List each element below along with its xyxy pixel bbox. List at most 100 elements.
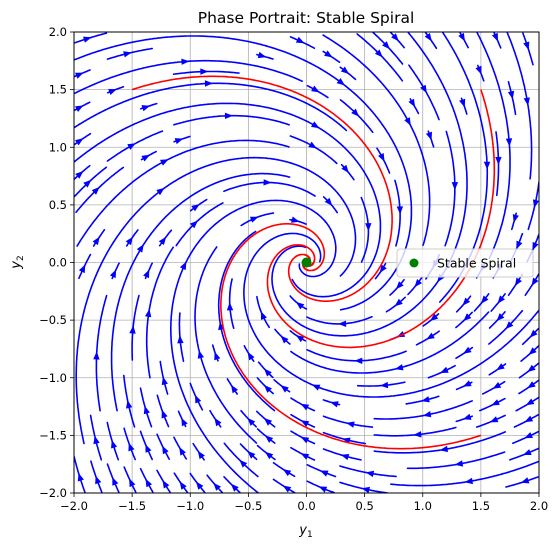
streamline-arrow xyxy=(338,320,347,327)
streamline-arrow xyxy=(365,223,372,232)
streamline xyxy=(106,130,164,162)
y-tick-label: −0.5 xyxy=(39,313,67,327)
streamline xyxy=(75,166,125,214)
streamline-arrow xyxy=(514,277,522,286)
streamline-arrow xyxy=(129,478,136,488)
streamline-arrow xyxy=(145,308,152,318)
streamline xyxy=(240,212,275,227)
streamline-arrow xyxy=(523,449,532,455)
streamline-arrow xyxy=(462,413,472,420)
streamline-arrow xyxy=(394,364,404,371)
streamline-arrow xyxy=(422,411,432,418)
streamline-arrow xyxy=(174,138,184,145)
streamline-arrow xyxy=(158,236,167,245)
streamline-arrow xyxy=(340,454,350,461)
streamline xyxy=(74,166,108,198)
streamline-arrow xyxy=(454,460,464,467)
streamline-arrow xyxy=(91,186,100,195)
streamline-arrow xyxy=(516,240,523,250)
streamline-arrow xyxy=(191,204,200,212)
streamline-arrow xyxy=(491,32,498,42)
streamline xyxy=(339,481,389,493)
legend: Stable Spiral xyxy=(396,248,534,278)
streamline-arrow xyxy=(162,480,170,489)
x-tick-label: 0.5 xyxy=(355,499,373,513)
streamline-arrow xyxy=(93,351,100,360)
streamline-arrow xyxy=(257,51,267,59)
streamline-arrow xyxy=(440,366,449,373)
streamline-arrow xyxy=(324,197,333,206)
streamline-arrow xyxy=(300,453,310,460)
y-tick-label: 1.0 xyxy=(49,140,67,154)
streamline-arrow xyxy=(311,384,321,391)
streamline-arrow xyxy=(109,269,117,279)
streamline-arrow xyxy=(145,444,152,453)
streamline-arrow xyxy=(505,138,513,147)
streamline-arrow xyxy=(145,478,152,488)
streamline-arrow xyxy=(523,41,530,51)
equilibrium-point xyxy=(301,257,312,268)
streamline-arrow xyxy=(75,105,84,112)
streamline-arrow xyxy=(408,98,416,108)
streamline-arrow xyxy=(491,399,500,406)
streamline-arrow xyxy=(265,451,274,460)
streamline xyxy=(322,34,431,246)
streamline xyxy=(223,442,259,478)
streamline-arrow xyxy=(379,264,387,273)
streamline-arrow xyxy=(291,216,300,223)
streamline-arrow xyxy=(247,417,256,426)
streamlines xyxy=(74,32,539,493)
streamline-arrow xyxy=(239,459,248,468)
streamline-arrow xyxy=(280,335,289,344)
streamline-arrow xyxy=(463,346,472,354)
x-tick-label: −1.0 xyxy=(176,499,204,513)
streamline-arrow xyxy=(523,97,530,106)
streamline-arrow xyxy=(382,41,390,50)
streamline-arrow xyxy=(75,138,84,146)
streamline-arrow xyxy=(361,486,370,493)
streamline-arrow xyxy=(247,351,255,361)
streamline xyxy=(289,295,308,310)
streamline-arrow xyxy=(495,156,502,165)
streamline-arrow xyxy=(300,420,310,427)
streamline xyxy=(373,400,473,420)
legend-marker xyxy=(409,258,419,268)
streamline-arrow xyxy=(143,269,150,279)
streamline-arrow xyxy=(161,376,168,386)
streamline-arrow xyxy=(179,447,186,456)
streamline-arrow xyxy=(413,431,422,438)
streamline-arrow xyxy=(330,401,339,408)
streamline-arrow xyxy=(93,435,100,445)
streamline-arrow xyxy=(129,325,136,334)
streamline-arrow xyxy=(108,89,117,95)
equilibrium-layer xyxy=(301,257,312,268)
streamline-arrow xyxy=(365,470,375,478)
streamline-arrow xyxy=(213,482,221,491)
streamline-arrow xyxy=(483,161,491,170)
streamline-arrow xyxy=(464,477,473,485)
streamline xyxy=(488,309,524,345)
streamline-arrow xyxy=(226,302,234,311)
streamline xyxy=(106,47,153,60)
streamline-arrow xyxy=(527,364,536,372)
streamline-arrow xyxy=(425,131,432,141)
streamline-arrow xyxy=(340,66,350,74)
streamline xyxy=(75,156,357,445)
streamline-arrow xyxy=(396,206,404,215)
x-tick-label: 0.0 xyxy=(297,499,315,513)
streamline-arrow xyxy=(141,105,151,112)
streamline-arrow xyxy=(391,33,399,42)
streamline-arrow xyxy=(214,351,221,361)
streamline-arrow xyxy=(524,432,533,439)
streamline-arrow xyxy=(92,236,100,246)
streamline-arrow xyxy=(378,153,385,162)
y-tick-label: −1.0 xyxy=(39,371,67,385)
streamline-arrow xyxy=(463,380,472,387)
streamline-arrow xyxy=(177,335,184,344)
streamline xyxy=(390,460,539,487)
streamline-arrow xyxy=(196,481,204,490)
streamline-arrow xyxy=(160,159,169,166)
x-axis-label: y1 xyxy=(298,523,312,540)
streamline xyxy=(123,374,136,428)
streamline-arrow xyxy=(524,415,534,423)
